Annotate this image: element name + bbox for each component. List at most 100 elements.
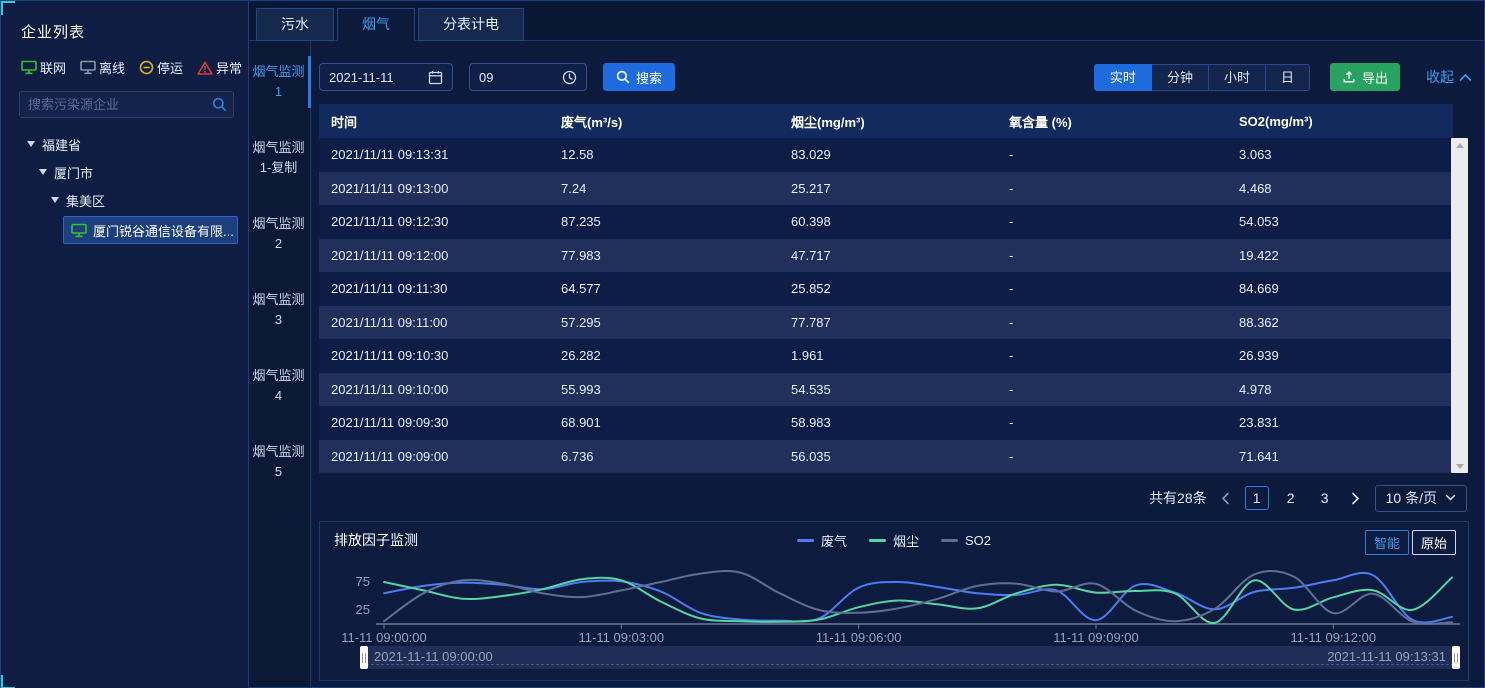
subnav-item[interactable]: 烟气监测1-复制 [252,140,305,175]
tree-node[interactable]: 集美区 [1,186,248,214]
online-icon [71,223,87,238]
time-input[interactable] [479,69,562,85]
table-cell: 64.577 [561,281,601,297]
scroll-up-button[interactable] [1451,138,1468,152]
table-row[interactable]: 2021/11/11 09:09:30 68.901 58.983 - 23.831 [319,406,1453,440]
chart-legend: 废气 烟尘 SO2 [320,522,1468,558]
prev-page-button[interactable] [1217,486,1235,510]
datazoom-start-label: 2021-11-11 09:00:00 [374,649,493,664]
table-scrollbar[interactable] [1451,138,1468,473]
datazoom-right-handle[interactable] [1452,646,1460,669]
table-cell: - [1009,415,1014,431]
tree-node[interactable]: 厦门市 [1,158,248,186]
x-axis-tick-label: 11-11 09:03:00 [579,630,665,645]
page-size-value: 10 条/页 [1385,490,1437,506]
granularity-button[interactable]: 小时 [1208,63,1266,91]
table-row[interactable]: 2021/11/11 09:10:30 26.282 1.961 - 26.939 [319,339,1453,373]
chevron-right-icon [1352,492,1360,504]
collapse-label: 收起 [1426,69,1454,85]
status-legend: 联网 离线 停运 异常 [1,42,248,77]
table-row[interactable]: 2021/11/11 09:09:00 6.736 56.035 - 71.641 [319,439,1453,473]
table-cell: 19.422 [1239,247,1279,263]
table-cell: - [1009,147,1014,163]
page-number-1[interactable]: 1 [1244,486,1269,510]
granularity-button[interactable]: 日 [1265,63,1310,91]
date-input[interactable] [329,69,428,85]
table-row[interactable]: 2021/11/11 09:12:00 77.983 47.717 - 19.422 [319,238,1453,272]
tree-expand-icon[interactable] [51,197,59,203]
tree-node-selected[interactable]: 厦门锐谷通信设备有限... [63,216,238,244]
chart-line-smoke-dust [383,576,1453,624]
table-row[interactable]: 2021/11/11 09:11:00 57.295 77.787 - 88.362 [319,305,1453,339]
legend-item-so2[interactable]: SO2 [941,533,991,548]
time-picker[interactable] [469,63,587,91]
offline-icon [80,60,96,75]
page-number-3[interactable]: 3 [1320,490,1329,506]
tab-分表计电[interactable]: 分表计电 [418,8,524,41]
calendar-icon [428,70,443,84]
search-button-label: 搜索 [636,70,663,86]
table-cell: 7.24 [561,180,587,196]
pagination: 共有28条 1 2 3 10 条/页 [1149,484,1467,512]
datazoom-track-line [366,664,1454,665]
page-numbers: 1 2 3 [1244,486,1337,510]
table-cell: 54.053 [1239,214,1279,230]
chart-mode-button[interactable]: 原始 [1411,530,1456,555]
collapse-link[interactable]: 收起 [1426,67,1472,87]
next-page-button[interactable] [1347,486,1365,510]
chart-header: 排放因子监测 [320,522,1468,558]
chart-title: 排放因子监测 [334,532,418,548]
table-cell: 83.029 [791,147,831,163]
page-size-select[interactable]: 10 条/页 [1374,484,1467,512]
table-cell: 26.939 [1239,348,1279,364]
tab-烟气[interactable]: 烟气 [337,8,415,41]
x-axis-tick-label: 11-11 09:09:00 [1053,630,1139,645]
table-body: 2021/11/11 09:13:31 12.58 83.029-3.063 2021… [319,138,1453,473]
granularity-button[interactable]: 分钟 [1151,63,1209,91]
scroll-down-button[interactable] [1451,459,1468,473]
enterprise-search-input[interactable] [20,97,212,112]
table-cell: 2021/11/11 09:09:30 [331,415,449,431]
enterprise-sidebar: 企业列表 联网 离线 停运 异常 福建省厦门市集美区厦门锐谷通信设备有限... [1,1,249,688]
top-tabbar: 污水 烟气 分表计电 [249,1,1484,41]
tree-expand-icon[interactable] [27,141,35,147]
corner-accent [1,675,15,688]
search-button[interactable]: 搜索 [603,63,676,91]
status-legend-abnormal: 异常 [197,58,242,77]
table-row[interactable]: 2021/11/11 09:13:31 12.58 83.029 - 3.063 [319,138,1453,172]
table-cell: 56.035 [791,448,831,464]
legend-item-smoke-dust[interactable]: 烟尘 [868,531,919,550]
tree-expand-icon[interactable] [39,169,47,175]
abnormal-icon [197,60,213,75]
chart-mode-button[interactable]: 智能 [1364,530,1409,555]
table-cell: 2021/11/11 09:12:00 [331,247,449,263]
status-legend-label: 停运 [157,61,184,76]
subnav-item[interactable]: 烟气监测3 [252,292,305,327]
table-row[interactable]: 2021/11/11 09:11:30 64.577 25.852 - 84.669 [319,272,1453,306]
subnav-item[interactable]: 烟气监测5 [252,444,305,479]
subnav-item[interactable]: 烟气监测1 [249,56,311,108]
tab-污水[interactable]: 污水 [256,8,334,41]
date-picker[interactable] [319,63,453,91]
total-count-label: 共有28条 [1149,490,1207,506]
chart-svg: 25 75 11-11 09:00:00 11-11 09:03:00 11-11 09… [341,569,1460,645]
datazoom-left-handle[interactable] [360,646,368,669]
table-cell: 2021/11/11 09:11:00 [331,314,448,330]
page-number-2[interactable]: 2 [1286,490,1295,506]
table-row[interactable]: 2021/11/11 09:12:30 87.235 60.398 - 54.053 [319,205,1453,239]
table-row[interactable]: 2021/11/11 09:10:00 55.993 54.535 - 4.978 [319,372,1453,406]
export-button[interactable]: 导出 [1329,63,1400,91]
legend-item-waste-gas[interactable]: 废气 [796,531,847,550]
column-header: 烟尘(mg/m³) [791,114,865,130]
search-icon[interactable] [212,97,227,112]
subnav-item[interactable]: 烟气监测4 [252,368,305,403]
tree-node[interactable]: 福建省 [1,130,248,158]
table-row[interactable]: 2021/11/11 09:13:00 7.24 25.217 - 4.468 [319,171,1453,205]
status-legend-label: 异常 [216,61,243,76]
table-cell: 77.787 [791,314,831,330]
datazoom-slider[interactable]: 2021-11-11 09:00:00 2021-11-11 09:13:31 [360,646,1460,669]
subnav-item[interactable]: 烟气监测2 [252,216,305,251]
granularity-button[interactable]: 实时 [1093,63,1152,91]
table-cell: 71.641 [1239,448,1279,464]
